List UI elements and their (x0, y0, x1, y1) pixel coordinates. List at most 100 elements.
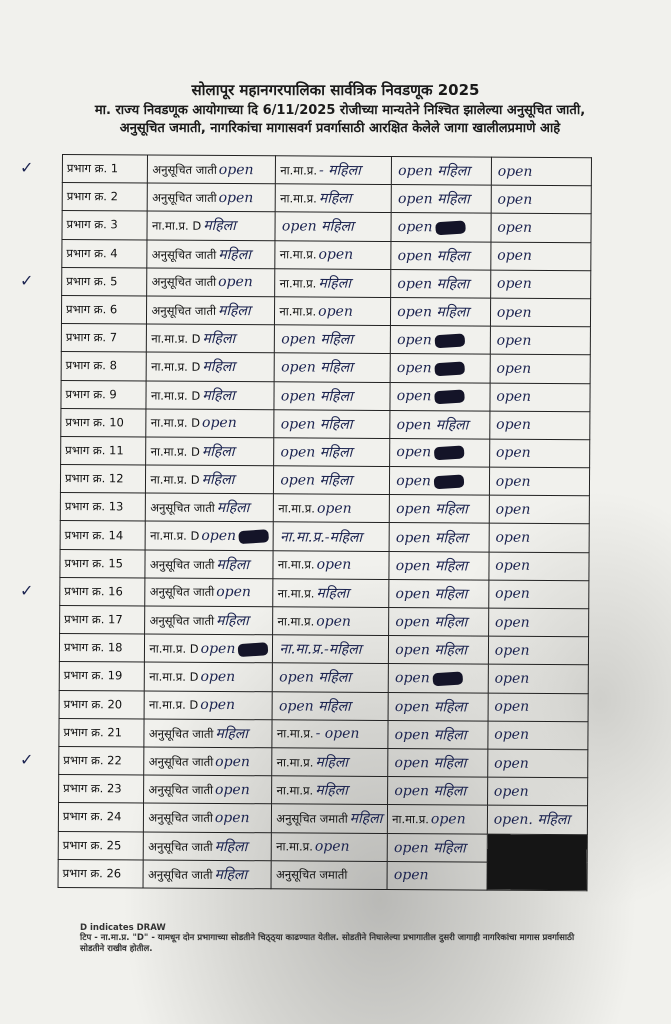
reservation-cell: open (390, 382, 490, 411)
handwritten-entry: open (395, 670, 430, 687)
reservation-cell: अनुसूचित जाती महिला (144, 718, 273, 748)
reservation-cell: open (491, 157, 592, 186)
reservation-cell: ना.मा.प्र. D महिला (147, 211, 276, 241)
ward-number: प्रभाग क्र. 8 (61, 351, 147, 381)
printed-category: अनुसूचित जाती (148, 839, 213, 854)
handwritten-entry: महिला (201, 443, 235, 461)
printed-category: ना.मा.प्र. D (151, 219, 202, 234)
handwritten-entry: open (200, 640, 236, 657)
scribbled-out-mark (433, 445, 465, 461)
handwritten-entry: open महिला (395, 585, 468, 603)
reservation-cell: open (490, 213, 592, 243)
printed-category: ना.मा.प्र. D (149, 697, 199, 712)
table-row: प्रभाग क्र. 1 अनुसूचित जाती open ना.मा.प्र.… (62, 154, 592, 186)
printed-category: अनुसूचित जमाती (275, 867, 348, 882)
handwritten-entry: open (495, 473, 531, 490)
reservation-cell: ना.मा.प्र. - महिला (275, 155, 392, 185)
reservation-cell: open महिला (390, 410, 490, 439)
document-title: सोलापूर महानगरपालिका सार्वत्रिक निवडणूक … (191, 81, 480, 99)
handwritten-entry: open महिला (395, 614, 468, 631)
printed-category: ना.मा.प्र. (280, 163, 318, 178)
ward-number: प्रभाग क्र. 7 (61, 323, 147, 353)
reservation-cell: open महिला (391, 156, 492, 186)
footnote: टिप - ना.मा.प्र. "D" - यामधून दोन प्रभाग… (80, 933, 575, 954)
handwritten-entry: open (494, 755, 529, 772)
reservation-cell: open (488, 608, 589, 637)
handwritten-entry: open (215, 753, 250, 770)
printed-category: ना.मा.प्र. (279, 276, 317, 291)
reservation-cell: open महिला (273, 437, 391, 467)
handwritten-entry: open (201, 527, 237, 545)
reservation-cell: अनुसूचित जाती महिला (143, 831, 272, 861)
table-row: प्रभाग क्र. 3 ना.मा.प्र. D महिला open महिला… (61, 210, 592, 243)
handwritten-entry: open महिला (278, 697, 351, 715)
handwritten-entry: महिला (215, 725, 248, 742)
reservation-cell: open (489, 495, 590, 525)
ward-number: प्रभाग क्र. 16 (59, 577, 146, 607)
handwritten-entry: open महिला (280, 444, 353, 461)
printed-category: ना.मा.प्र. D (151, 359, 201, 375)
reservation-cell: open (488, 579, 589, 609)
table-row: प्रभाग क्र. 8 ना.मा.प्र. D महिला open महिला… (61, 351, 591, 384)
reservation-cell: अनुसूचित जाती open (147, 183, 276, 213)
handwritten-entry: open महिला (394, 698, 467, 716)
reservation-cell: open महिला (273, 465, 390, 495)
reservation-cell: open (490, 185, 592, 215)
handwritten-entry: open महिला (281, 359, 353, 377)
table-row: प्रभाग क्र. 17 अनुसूचित जाती महिला ना.मा.प्… (59, 605, 589, 637)
reservation-cell: ना.मा.प्र. open (273, 494, 390, 523)
handwritten-entry: open महिला (396, 501, 468, 518)
ward-number: प्रभाग क्र. 23 (58, 774, 145, 804)
ward-number: प्रभाग क्र. 17 (59, 605, 146, 635)
reservation-cell: ना.मा.प्र. D महिला (146, 352, 275, 382)
printed-category: ना.मा.प्र. D (151, 331, 201, 347)
table-row: प्रभाग क्र. 25 अनुसूचित जाती महिला ना.मा.प्… (58, 830, 588, 891)
handwritten-entry: open (316, 613, 352, 630)
reservation-cell: open महिला (390, 269, 491, 299)
handwritten-entry: महिला (202, 359, 235, 376)
printed-category: ना.मा.प्र. (277, 586, 315, 601)
table-row: प्रभाग क्र. 9 ना.मा.प्र. D महिला open महिला… (60, 379, 591, 412)
printed-category: ना.मा.प्र. D (150, 444, 200, 459)
reservation-cell: open महिला (387, 833, 488, 862)
handwritten-entry: open (497, 191, 533, 208)
printed-category: अनुसूचित जाती (152, 190, 217, 205)
reservation-cell: open महिला (389, 551, 489, 580)
handwritten-entry: open महिला (398, 163, 470, 180)
check-mark-icon: ✓ (20, 750, 34, 770)
printed-category: ना.मा.प्र. D (150, 528, 200, 543)
table-row: प्रभाग क्र. 15 अनुसूचित जाती महिला ना.मा.प्… (59, 549, 590, 581)
reservation-cell: open महिला (389, 494, 490, 524)
table-row: प्रभाग क्र. 16 अनुसूचित जाती open ना.मा.प्र… (59, 577, 589, 609)
handwritten-entry: महिला (216, 556, 250, 573)
printed-category: अनुसूचित जमाती (276, 811, 348, 827)
printed-category: ना.मा.प्र. D (149, 641, 199, 656)
handwritten-entry: open महिला (394, 726, 467, 744)
handwritten-entry: open (397, 219, 433, 236)
ward-number: प्रभाग क्र. 5 (61, 267, 148, 296)
printed-category: अनुसूचित जाती (150, 500, 215, 516)
table-row: प्रभाग क्र. 6 अनुसूचित जाती महिला ना.मा.प्र… (61, 295, 591, 327)
reservation-cell: open (487, 720, 589, 750)
ward-number: प्रभाग क्र. 20 (59, 690, 145, 719)
scribbled-out-mark (238, 529, 270, 545)
handwritten-entry: open महिला (395, 557, 468, 575)
reservation-cell: ना.मा.प्र. open (387, 804, 488, 834)
ward-number: प्रभाग क्र. 2 (62, 182, 148, 212)
reservation-cell: open महिला (388, 692, 489, 721)
handwritten-entry: open (494, 614, 530, 631)
handwritten-entry: open (393, 867, 429, 884)
handwritten-entry: ना.मा.प्र.-महिला (280, 528, 363, 546)
reservation-cell: open (390, 353, 491, 383)
printed-category: अनुसूचित जाती (148, 782, 214, 797)
reservation-cell: ना.मा.प्र.-महिला (273, 522, 390, 552)
printed-category: अनुसूचित जाती (149, 584, 215, 600)
reservation-cell: ना.मा.प्र. महिला (271, 775, 388, 805)
reservation-cell: open (489, 382, 591, 412)
reservation-cell: अनुसूचित जाती open (147, 155, 276, 184)
reservation-cell: open महिला (274, 324, 391, 354)
handwritten-entry: open (200, 697, 236, 714)
scribbled-out-mark (435, 220, 466, 236)
handwritten-entry: open (396, 444, 432, 461)
